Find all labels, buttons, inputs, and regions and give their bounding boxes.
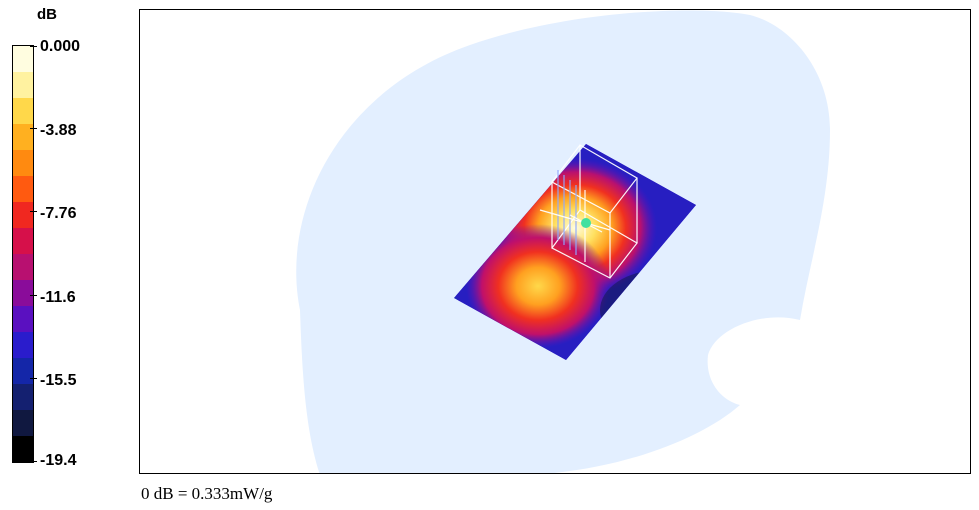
colorbar-tick-label: -7.76 xyxy=(40,205,77,222)
colorbar-tick-mark xyxy=(30,128,37,129)
probe-wireframe xyxy=(539,144,638,279)
colorbar-tick-mark xyxy=(30,211,37,212)
colorbar-tick-mark xyxy=(30,295,37,296)
colorbar-unit-label: dB xyxy=(37,6,57,23)
colorbar xyxy=(12,45,34,463)
colorbar-tick-mark xyxy=(30,46,37,47)
colorbar-tick-label: -15.5 xyxy=(40,372,77,389)
colorbar-tick-mark xyxy=(30,461,37,462)
colorbar-tick-mark xyxy=(30,378,37,379)
colorbar-tick-label: -11.6 xyxy=(40,289,76,306)
colorbar-tick-label: 0.000 xyxy=(40,38,81,55)
colorbar-tick-label: -3.88 xyxy=(40,122,77,139)
colorbar-tick-label: -19.4 xyxy=(40,452,77,469)
probe-tip xyxy=(581,218,591,228)
hotspot-secondary xyxy=(466,224,610,348)
reference-note: 0 dB = 0.333mW/g xyxy=(141,484,273,503)
sar-distribution-plot xyxy=(296,10,830,473)
plot-area xyxy=(139,9,971,474)
